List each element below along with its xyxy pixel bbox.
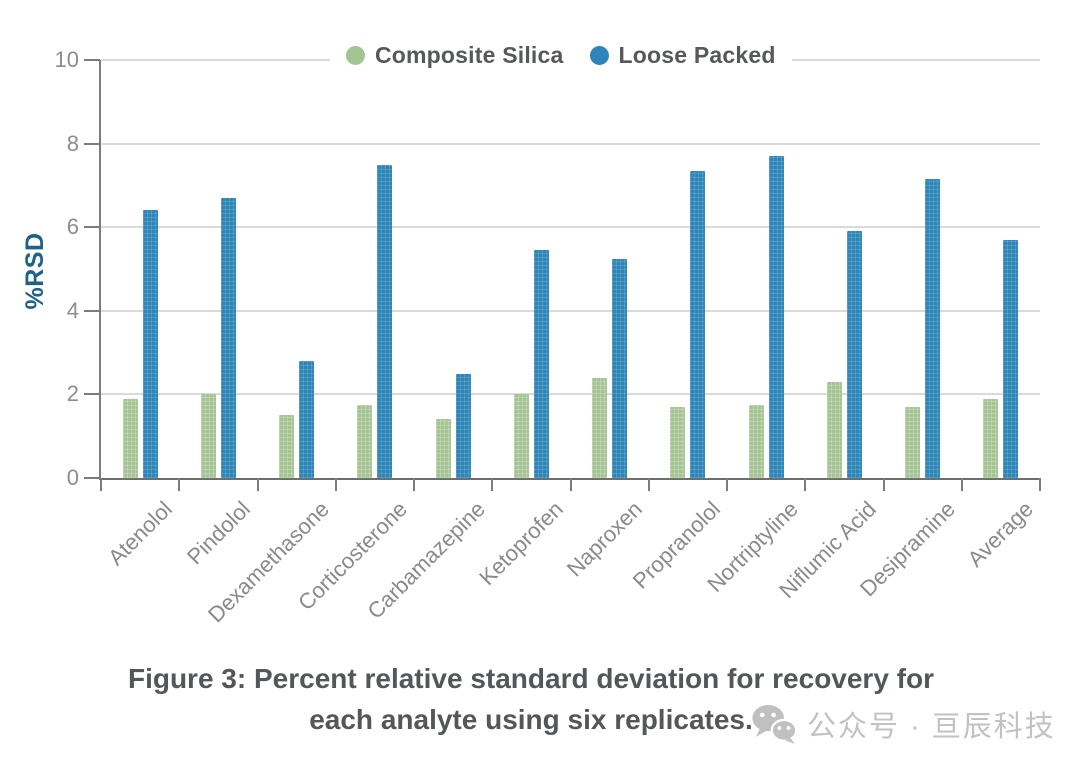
bar-composite-silica-propranolol (670, 406, 686, 478)
bar-composite-silica-ketoprofen (513, 394, 529, 478)
bar-loose-packed-desipramine (925, 179, 941, 478)
caption-line-1: Figure 3: Percent relative standard devi… (127, 663, 935, 694)
x-tick (178, 478, 181, 491)
y-tick-label: 6 (66, 214, 79, 240)
x-tick (804, 478, 807, 491)
x-tick (413, 478, 415, 491)
bar-group-corticosterone (336, 60, 414, 478)
bar-loose-packed-carbamazepine (455, 373, 471, 478)
x-tick (726, 478, 728, 491)
bar-composite-silica-carbamazepine (435, 419, 451, 478)
bar-group-nortriptyline (727, 60, 805, 478)
bar-composite-silica-niflumic-acid (826, 381, 842, 478)
gridline-6 (101, 226, 1040, 229)
bar-group-propranolol (649, 60, 727, 478)
bar-loose-packed-dexamethasone (299, 360, 315, 478)
bar-group-pindolol (179, 60, 257, 478)
y-tick-label: 0 (66, 465, 79, 490)
bar-loose-packed-propranolol (690, 170, 706, 478)
x-tick (569, 478, 572, 491)
x-tick (882, 478, 885, 491)
bar-composite-silica-average (983, 398, 999, 478)
bar-loose-packed-niflumic-acid (846, 231, 862, 478)
x-tick (334, 478, 337, 491)
composite-silica-swatch-icon (345, 45, 365, 65)
y-axis-line (99, 60, 101, 478)
bar-group-desipramine (884, 60, 962, 478)
loose-packed-swatch-icon (589, 45, 609, 65)
bar-composite-silica-desipramine (905, 406, 921, 478)
figure-caption: Figure 3: Percent relative standard devi… (0, 658, 1062, 740)
legend: Composite Silica Loose Packed (329, 39, 792, 71)
bar-loose-packed-ketoprofen (533, 250, 549, 478)
legend-item-loose-packed: Loose Packed (589, 42, 775, 69)
bar-loose-packed-nortriptyline (768, 156, 784, 478)
x-tick (1039, 478, 1041, 491)
caption-line-2: each analyte using six replicates. (309, 704, 753, 735)
legend-label: Loose Packed (618, 41, 776, 68)
y-tick (84, 59, 100, 61)
gridline-2 (101, 393, 1040, 396)
bar-group-carbamazepine (414, 60, 492, 478)
watermark: 公众号 · 亘辰科技 (751, 703, 1056, 745)
bar-loose-packed-corticosterone (377, 164, 393, 478)
y-tick-label: 4 (66, 297, 79, 323)
bar-composite-silica-dexamethasone (279, 415, 295, 478)
x-tick (100, 478, 102, 491)
bar-composite-silica-corticosterone (357, 404, 373, 478)
bar-groups (101, 60, 1040, 478)
y-tick (84, 393, 100, 396)
y-tick (84, 477, 100, 479)
y-tick (84, 226, 100, 229)
legend-label: Composite Silica (374, 41, 564, 68)
x-tick (256, 478, 259, 491)
y-tick (84, 142, 100, 145)
bar-composite-silica-naproxen (592, 377, 608, 478)
bar-group-ketoprofen (492, 60, 570, 478)
y-tick (84, 309, 100, 312)
bar-loose-packed-average (1003, 239, 1019, 478)
bar-group-niflumic-acid (805, 60, 883, 478)
plot-area (99, 59, 1041, 491)
y-tick-label: 10 (54, 47, 79, 72)
bar-loose-packed-atenolol (142, 210, 158, 478)
bar-loose-packed-naproxen (612, 258, 628, 478)
gridline-8 (101, 142, 1040, 145)
wechat-icon (752, 705, 798, 744)
bar-composite-silica-pindolol (200, 394, 216, 478)
y-tick-label: 2 (66, 381, 79, 407)
bar-group-atenolol (101, 60, 179, 478)
legend-item-composite-silica: Composite Silica (345, 41, 564, 69)
bar-loose-packed-pindolol (220, 197, 236, 478)
x-tick (491, 478, 494, 491)
bar-group-dexamethasone (258, 60, 336, 478)
y-tick-label: 8 (66, 130, 79, 156)
watermark-text: 公众号 · 亘辰科技 (807, 711, 1056, 743)
x-tick (960, 478, 963, 491)
gridline-4 (101, 309, 1040, 312)
bar-group-naproxen (571, 60, 649, 478)
bar-composite-silica-atenolol (122, 398, 138, 478)
x-tick (647, 478, 650, 491)
bar-group-average (962, 60, 1040, 478)
bar-composite-silica-nortriptyline (748, 404, 764, 478)
